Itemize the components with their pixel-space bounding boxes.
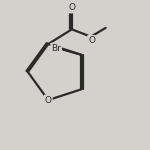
Text: O: O <box>88 36 95 45</box>
Text: O: O <box>68 3 75 12</box>
Text: O: O <box>45 96 52 105</box>
Text: Br: Br <box>51 44 61 53</box>
